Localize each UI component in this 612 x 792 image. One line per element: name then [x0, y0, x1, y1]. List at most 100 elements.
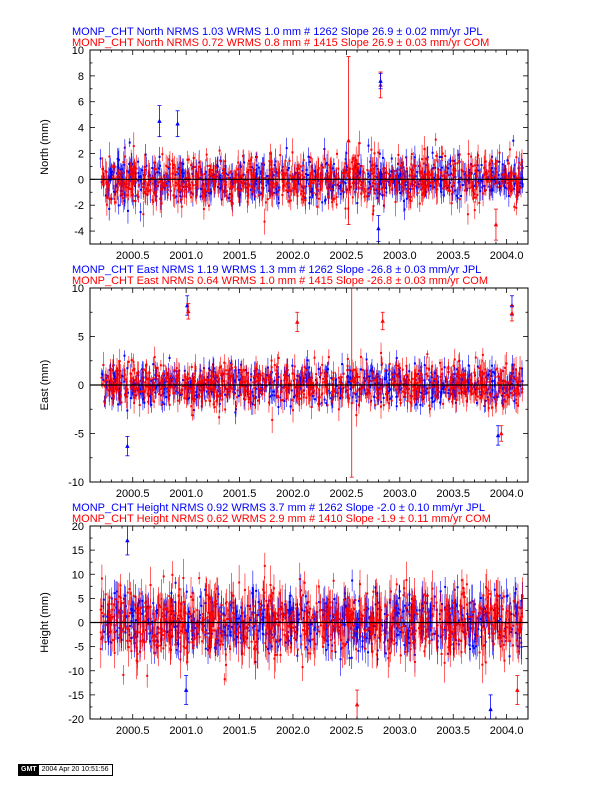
data-point: [475, 171, 478, 174]
data-point: [270, 191, 273, 194]
data-point: [471, 184, 474, 187]
data-point: [330, 377, 333, 380]
data-point: [301, 198, 304, 201]
data-point: [308, 160, 311, 163]
data-point: [152, 200, 155, 203]
y-axis: -4 -2 0 2 4 6 8 10: [72, 45, 528, 245]
data-point: [446, 380, 449, 383]
data-point: [195, 170, 198, 173]
data-point: [220, 188, 223, 191]
data-point: [273, 394, 276, 397]
data-point: [212, 179, 215, 182]
data-point: [187, 185, 190, 188]
data-point: [463, 173, 466, 176]
x-tick-label: 2001.5: [223, 250, 257, 262]
panel-east: MONP_CHT East NRMS 1.19 WRMS 1.3 mm # 12…: [39, 264, 529, 500]
data-point: [427, 180, 430, 183]
data-point: [422, 398, 425, 401]
data-point: [131, 179, 134, 182]
data-point: [152, 176, 155, 179]
data-point: [324, 163, 327, 166]
data-point: [151, 167, 154, 170]
data-point: [132, 199, 135, 202]
data-point: [121, 192, 124, 195]
data-point: [421, 158, 424, 161]
y-tick-label: 0: [78, 174, 84, 186]
data-point: [316, 187, 319, 190]
data-point: [159, 197, 162, 200]
data-point: [291, 364, 294, 367]
data-point: [484, 400, 487, 403]
data-point: [444, 170, 447, 173]
data-point: [201, 185, 204, 188]
data-point: [431, 389, 434, 392]
data-point: [237, 188, 240, 191]
data-point: [258, 395, 261, 398]
data-point: [488, 162, 491, 165]
data-point: [215, 166, 218, 169]
data-point: [335, 378, 338, 381]
data-point: [166, 193, 169, 196]
data-point: [370, 168, 373, 171]
data-point: [230, 194, 233, 197]
data-point: [117, 159, 120, 162]
data-point: [341, 363, 344, 366]
data-point: [451, 159, 454, 162]
data-point: [518, 161, 521, 164]
data-point: [414, 403, 417, 406]
data-point: [263, 163, 266, 166]
data-point: [209, 174, 212, 177]
data-point: [208, 189, 211, 192]
data-point: [336, 152, 339, 155]
data-point: [501, 394, 504, 397]
data-point: [489, 185, 492, 188]
data-point: [202, 385, 205, 388]
data-point: [114, 185, 117, 188]
data-point: [458, 177, 461, 180]
data-point: [507, 162, 510, 165]
data-point: [296, 190, 299, 193]
data-point: [137, 195, 140, 198]
data-point: [514, 179, 517, 182]
data-point: [277, 190, 280, 193]
data-point: [515, 206, 518, 209]
data-point: [275, 182, 278, 185]
data-point: [223, 361, 226, 364]
data-point: [294, 394, 297, 397]
data-point: [346, 375, 349, 378]
data-point: [168, 158, 171, 161]
data-point: [177, 190, 180, 193]
data-point: [174, 184, 177, 187]
data-point: [498, 182, 501, 185]
data-point: [276, 172, 279, 175]
data-point: [405, 197, 408, 200]
data-point: [141, 391, 144, 394]
data-point: [477, 180, 480, 183]
data-point: [467, 169, 470, 172]
data-point: [253, 168, 256, 171]
data-point: [310, 165, 313, 168]
data-point: [432, 181, 435, 184]
x-tick-label: 2000.5: [116, 250, 150, 262]
data-point: [137, 160, 140, 163]
data-point: [389, 184, 392, 187]
data-point: [342, 187, 345, 190]
data-point: [212, 390, 215, 393]
data-point: [233, 181, 236, 184]
data-point: [144, 192, 147, 195]
data-point: [142, 186, 145, 189]
data-point: [369, 160, 372, 163]
data-point: [517, 182, 520, 185]
data-point: [123, 199, 126, 202]
data-point: [242, 155, 245, 158]
data-point: [437, 381, 440, 384]
data-point: [423, 191, 426, 194]
data-point: [434, 138, 437, 141]
data-point: [433, 163, 436, 166]
data-point: [186, 158, 189, 161]
data-point: [250, 158, 253, 161]
data-point: [438, 155, 441, 158]
data-point: [101, 167, 104, 170]
data-point: [512, 174, 515, 177]
data-point: [382, 185, 385, 188]
